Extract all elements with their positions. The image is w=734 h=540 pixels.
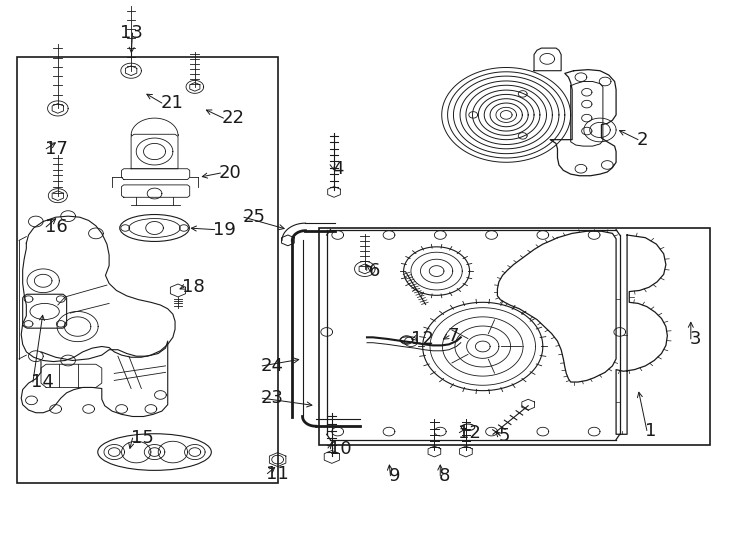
Text: 25: 25 bbox=[242, 208, 266, 226]
Text: 22: 22 bbox=[222, 109, 245, 127]
Text: 10: 10 bbox=[329, 440, 352, 458]
Text: 12: 12 bbox=[458, 424, 481, 442]
Text: 19: 19 bbox=[213, 221, 236, 239]
Text: 3: 3 bbox=[689, 330, 701, 348]
Text: 24: 24 bbox=[261, 357, 284, 375]
Text: 9: 9 bbox=[389, 467, 401, 485]
Text: 4: 4 bbox=[332, 160, 344, 178]
Text: 18: 18 bbox=[182, 278, 205, 296]
Text: 6: 6 bbox=[368, 262, 379, 280]
Text: 21: 21 bbox=[161, 94, 184, 112]
Text: 8: 8 bbox=[439, 467, 450, 485]
Text: 16: 16 bbox=[45, 218, 68, 236]
Text: 14: 14 bbox=[32, 373, 54, 391]
Text: 11: 11 bbox=[266, 464, 288, 483]
Text: 15: 15 bbox=[131, 429, 154, 447]
Bar bbox=[17, 57, 277, 483]
Text: 1: 1 bbox=[645, 422, 657, 440]
Text: 20: 20 bbox=[219, 164, 241, 182]
Text: 7: 7 bbox=[448, 327, 459, 345]
Text: 17: 17 bbox=[45, 140, 68, 158]
Text: 23: 23 bbox=[261, 389, 284, 407]
Text: 5: 5 bbox=[499, 427, 510, 445]
Bar bbox=[319, 228, 710, 445]
Text: 2: 2 bbox=[636, 131, 648, 149]
Text: 12: 12 bbox=[411, 330, 434, 348]
Text: 13: 13 bbox=[120, 24, 142, 42]
